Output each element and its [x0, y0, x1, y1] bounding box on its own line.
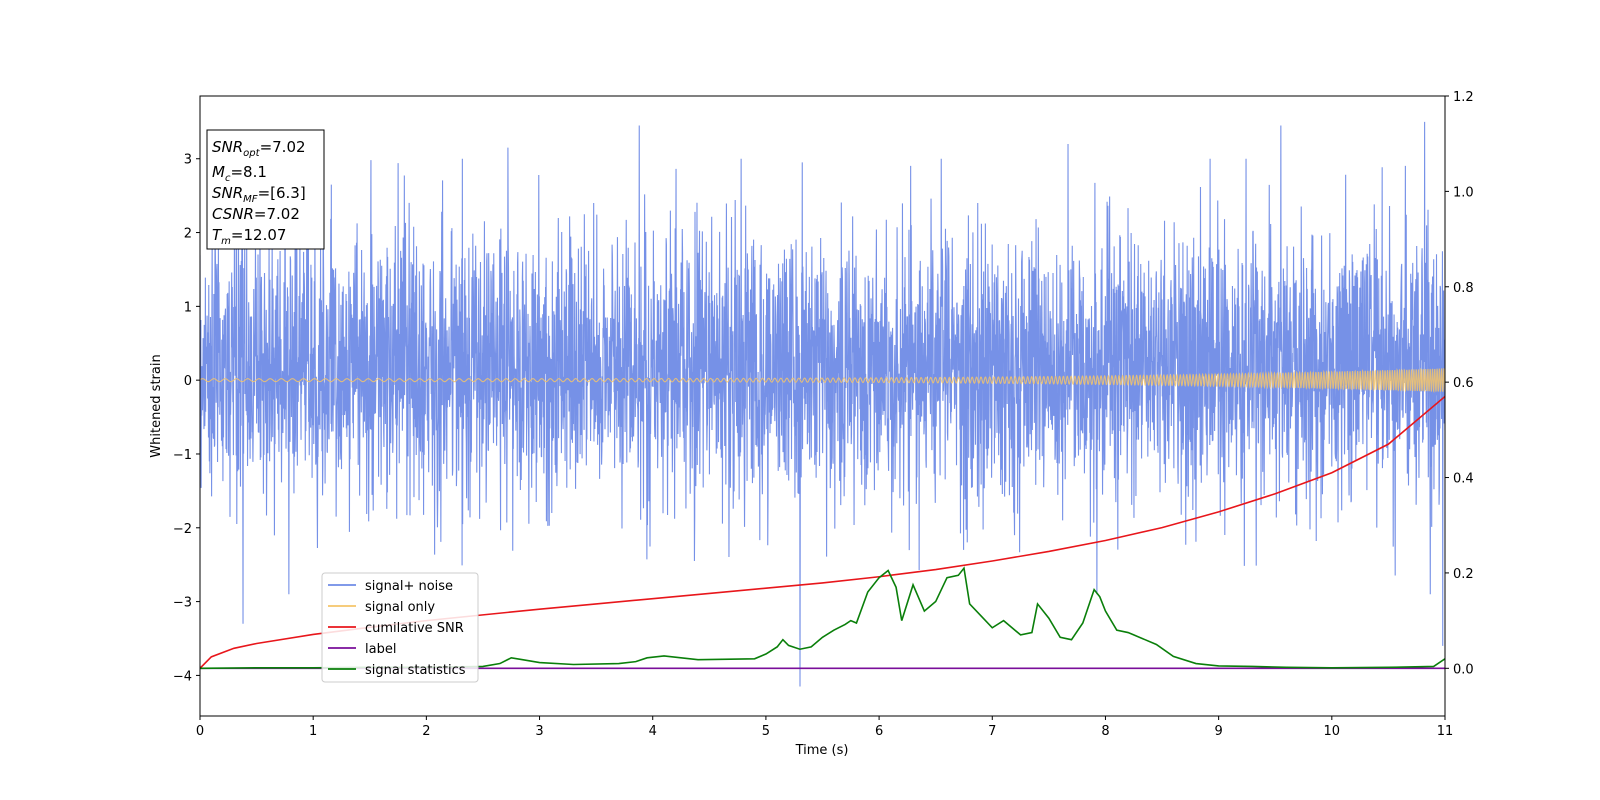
legend: signal+ noise signal only cumilative SNR la… — [321, 572, 479, 683]
y-left-tick-label: −2 — [173, 522, 192, 537]
x-tick-label: 7 — [988, 724, 996, 739]
y-right-tick-label: 0.4 — [1453, 472, 1474, 487]
y-left-tick-label: −3 — [173, 596, 192, 611]
axes-frame — [199, 95, 1446, 717]
info-snr-mf: SNRMF=[6.3] — [212, 184, 306, 205]
series-signal-statistics — [200, 566, 1445, 670]
series-signal-only — [200, 367, 1445, 394]
y-left-tick-label: −4 — [173, 669, 192, 684]
y-right-tick-label: 0.0 — [1453, 662, 1474, 677]
legend-label: signal statistics — [365, 663, 466, 678]
x-axis-label: Time (s) — [795, 743, 849, 758]
x-tick-label: 8 — [1101, 724, 1109, 739]
x-tick-label: 9 — [1214, 724, 1222, 739]
x-tick-label: 1 — [309, 724, 317, 739]
y-right-tick-label: 0.6 — [1453, 376, 1474, 391]
x-tick-label: 10 — [1324, 724, 1341, 739]
y-left-tick-label: 2 — [184, 227, 192, 242]
legend-frame — [321, 572, 479, 683]
info-tm: Tm=12.07 — [212, 226, 286, 247]
x-tick-label: 2 — [422, 724, 430, 739]
info-csnr: CSNR=7.02 — [212, 205, 300, 223]
x-tick-label: 5 — [762, 724, 770, 739]
x-tick-label: 0 — [196, 724, 204, 739]
info-box: SNRopt=7.02 Mc=8.1 SNRMF=[6.3] CSNR=7.02… — [206, 129, 325, 250]
legend-label: signal only — [365, 600, 435, 615]
info-snr-opt: SNRopt=7.02 — [212, 138, 306, 159]
info-mc: Mc=8.1 — [212, 163, 267, 184]
x-tick-label: 3 — [535, 724, 543, 739]
legend-label: cumilative SNR — [365, 621, 464, 636]
series-signal-plus-noise — [200, 121, 1445, 687]
x-tick-label: 4 — [649, 724, 657, 739]
y-left-tick-label: 0 — [184, 374, 192, 389]
y-left-tick-label: −1 — [173, 448, 192, 463]
y-left-tick-label: 3 — [184, 153, 192, 168]
y-axis-label: Whitened strain — [149, 354, 164, 457]
y-right-tick-label: 1.2 — [1453, 90, 1474, 105]
y-right-tick-label: 1.0 — [1453, 185, 1474, 200]
series-cumulative-snr — [200, 395, 1445, 669]
y-right-tick-label: 0.2 — [1453, 567, 1474, 582]
y-axis-right: 1.2 1.0 0.8 0.6 0.4 0.2 0.0 — [1445, 90, 1474, 677]
y-right-tick-label: 0.8 — [1453, 281, 1474, 296]
x-axis: 0 1 2 3 4 5 6 7 8 9 10 11 — [196, 716, 1453, 739]
legend-label: signal+ noise — [365, 579, 453, 594]
x-tick-label: 11 — [1437, 724, 1454, 739]
y-left-tick-label: 1 — [184, 300, 192, 315]
x-tick-label: 6 — [875, 724, 883, 739]
y-axis-left: 3 2 1 0 −1 −2 −3 −4 — [173, 153, 200, 684]
legend-label: label — [365, 642, 396, 657]
